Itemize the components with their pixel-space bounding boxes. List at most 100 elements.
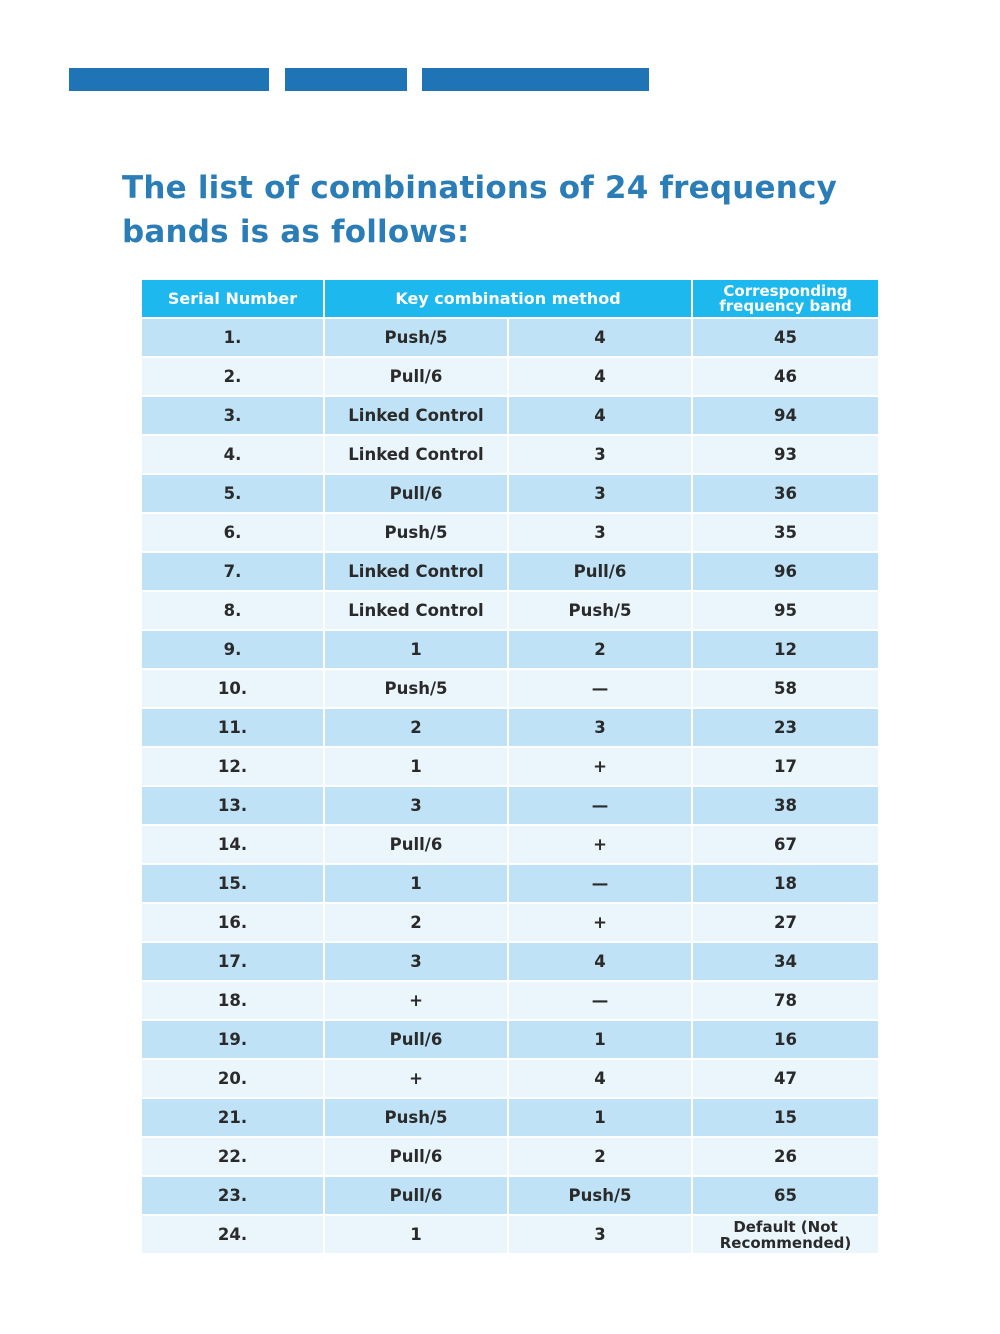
table-row: 8. Linked Control Push/5 95 [142,592,878,631]
cell-serial-number: 8. [142,592,325,631]
cell-key-1: 1 [325,1216,509,1255]
table-row: 1. Push/5 4 45 [142,319,878,358]
header-corresponding-frequency-band: Corresponding frequency band [693,280,878,319]
frequency-band-table: Serial Number Key combination method Cor… [142,280,878,1255]
cell-frequency-band: 47 [693,1060,878,1099]
cell-key-1: Push/5 [325,514,509,553]
cell-serial-number: 20. [142,1060,325,1099]
cell-serial-number: 9. [142,631,325,670]
header-key-combination-method: Key combination method [325,280,693,319]
cell-key-2: 4 [509,358,693,397]
header-bar-2 [285,68,407,91]
cell-frequency-band: 45 [693,319,878,358]
header-serial-number: Serial Number [142,280,325,319]
table-header-row: Serial Number Key combination method Cor… [142,280,878,319]
table-row: 3. Linked Control 4 94 [142,397,878,436]
cell-key-1: Pull/6 [325,1177,509,1216]
cell-key-1: 1 [325,631,509,670]
cell-serial-number: 18. [142,982,325,1021]
table-row: 15. 1—18 [142,865,878,904]
cell-key-1: Linked Control [325,397,509,436]
cell-serial-number: 11. [142,709,325,748]
cell-key-2: 4 [509,943,693,982]
cell-frequency-band: 65 [693,1177,878,1216]
cell-serial-number: 4. [142,436,325,475]
cell-key-2: 4 [509,319,693,358]
cell-key-2: 4 [509,1060,693,1099]
cell-serial-number: 7. [142,553,325,592]
cell-serial-number: 6. [142,514,325,553]
cell-key-2: 3 [509,475,693,514]
cell-key-1: + [325,1060,509,1099]
cell-frequency-band: 34 [693,943,878,982]
table-row: 16. 2 +27 [142,904,878,943]
table-row: 21. Push/5 1 15 [142,1099,878,1138]
table-row: 13. 3—38 [142,787,878,826]
cell-key-2: Pull/6 [509,553,693,592]
cell-serial-number: 13. [142,787,325,826]
cell-frequency-band: Default (Not Recommended) [693,1216,878,1255]
cell-frequency-band: 67 [693,826,878,865]
cell-key-2: Push/5 [509,1177,693,1216]
cell-key-2: + [509,826,693,865]
cell-frequency-band: 12 [693,631,878,670]
page-title: The list of combinations of 24 frequency… [122,170,838,250]
cell-key-1: Pull/6 [325,1021,509,1060]
cell-serial-number: 22. [142,1138,325,1177]
table-row: 14. Pull/6 +67 [142,826,878,865]
cell-key-1: 2 [325,709,509,748]
cell-serial-number: 17. [142,943,325,982]
table-row: 12. 1 +17 [142,748,878,787]
cell-frequency-band: 78 [693,982,878,1021]
cell-frequency-band: 26 [693,1138,878,1177]
cell-frequency-band: 15 [693,1099,878,1138]
cell-key-1: 1 [325,865,509,904]
cell-frequency-band: 95 [693,592,878,631]
cell-frequency-band: 46 [693,358,878,397]
cell-key-1: Push/5 [325,670,509,709]
table-row: 9. 1 2 12 [142,631,878,670]
cell-key-2: — [509,865,693,904]
table-row: 23. Pull/6 Push/5 65 [142,1177,878,1216]
cell-key-2: + [509,904,693,943]
table-row: 10. Push/5—58 [142,670,878,709]
cell-frequency-band: 36 [693,475,878,514]
cell-serial-number: 14. [142,826,325,865]
cell-key-2: 2 [509,1138,693,1177]
cell-key-2: 1 [509,1099,693,1138]
table-row: 20. +4 47 [142,1060,878,1099]
cell-serial-number: 10. [142,670,325,709]
cell-key-1: Linked Control [325,592,509,631]
cell-serial-number: 19. [142,1021,325,1060]
cell-key-2: — [509,982,693,1021]
table-row: 22. Pull/6 2 26 [142,1138,878,1177]
cell-key-1: Pull/6 [325,826,509,865]
cell-key-1: Linked Control [325,436,509,475]
cell-key-2: Push/5 [509,592,693,631]
cell-serial-number: 24. [142,1216,325,1255]
cell-serial-number: 3. [142,397,325,436]
cell-frequency-band: 18 [693,865,878,904]
cell-frequency-band: 35 [693,514,878,553]
cell-frequency-band: 17 [693,748,878,787]
cell-serial-number: 5. [142,475,325,514]
cell-serial-number: 23. [142,1177,325,1216]
cell-frequency-band: 93 [693,436,878,475]
cell-frequency-band: 27 [693,904,878,943]
cell-serial-number: 15. [142,865,325,904]
table-row: 5. Pull/6 3 36 [142,475,878,514]
table-row: 11. 2 3 23 [142,709,878,748]
cell-key-2: + [509,748,693,787]
cell-key-2: 3 [509,1216,693,1255]
cell-key-2: — [509,787,693,826]
cell-frequency-band: 58 [693,670,878,709]
cell-frequency-band: 94 [693,397,878,436]
cell-frequency-band: 16 [693,1021,878,1060]
table-row: 17. 3 4 34 [142,943,878,982]
cell-frequency-band: 38 [693,787,878,826]
table-row: 4. Linked Control 3 93 [142,436,878,475]
cell-key-2: 3 [509,514,693,553]
cell-key-1: Pull/6 [325,358,509,397]
cell-serial-number: 16. [142,904,325,943]
cell-key-1: 1 [325,748,509,787]
